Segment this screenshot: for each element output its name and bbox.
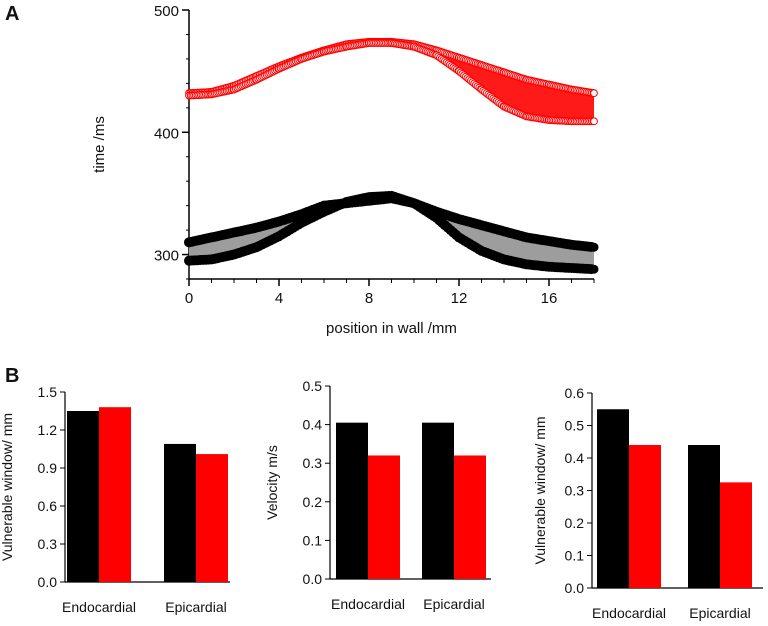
y-tick-label: 0.3 xyxy=(565,483,585,499)
y-tick-label: 0.3 xyxy=(303,455,323,471)
bar-black-endocardial xyxy=(336,422,368,579)
y-tick-label: 0.1 xyxy=(303,532,323,548)
y-tick-label: 0.4 xyxy=(303,417,323,433)
y-tick-label-a: 500 xyxy=(154,3,179,20)
category-label: Epicardial xyxy=(423,596,484,612)
y-tick-label: 1.5 xyxy=(38,384,58,400)
chart-b1: 0.0 0.3 0.6 0.9 1.2 1.5 Vulnerable window/ mm E… xyxy=(0,384,230,615)
y-tick-label-a: 400 xyxy=(154,125,179,142)
y-axis-label: Velocity m/s xyxy=(264,445,280,520)
red-band-area xyxy=(189,41,594,122)
category-label: Endocardial xyxy=(592,605,666,621)
chart-b3: 0.0 0.1 0.2 0.3 0.4 0.5 0.6 Vulnerable window/ … xyxy=(532,385,763,621)
category-label: Endocardial xyxy=(62,599,136,615)
y-tick-label: 0.9 xyxy=(38,460,58,476)
y-tick-label: 0.0 xyxy=(303,571,323,587)
y-tick-label: 0.6 xyxy=(38,498,58,514)
y-tick-label: 0.5 xyxy=(303,378,323,394)
y-tick-label: 0.6 xyxy=(565,385,585,401)
x-tick-label-a: 16 xyxy=(541,290,558,307)
y-tick-label: 1.2 xyxy=(38,422,58,438)
data-point xyxy=(590,89,598,98)
y-tick-label: 0.2 xyxy=(565,515,585,531)
x-tick-label-a: 0 xyxy=(185,290,193,307)
bar-red-endocardial xyxy=(99,407,131,582)
x-tick-label-a: 4 xyxy=(275,290,283,307)
chart-b2: 0.0 0.1 0.2 0.3 0.4 0.5 Velocity m/s Endocardia… xyxy=(264,378,491,612)
bar-red-epicardial xyxy=(720,482,752,588)
category-label: Endocardial xyxy=(331,596,405,612)
category-label: Epicardial xyxy=(689,605,750,621)
y-tick-label: 0.3 xyxy=(38,536,58,552)
y-axis-label: Vulnerable window/ mm xyxy=(532,416,548,564)
y-axis-label-a: time /ms xyxy=(91,116,108,173)
panel-label-b: B xyxy=(5,365,19,387)
y-axis-label: Vulnerable window/ mm xyxy=(0,413,15,561)
bar-black-epicardial xyxy=(164,443,196,582)
bar-black-epicardial xyxy=(422,422,454,579)
x-axis-label-a: position in wall /mm xyxy=(326,320,457,337)
data-point xyxy=(589,264,599,274)
data-point xyxy=(590,117,598,126)
bar-red-endocardial xyxy=(368,455,400,579)
bar-red-epicardial xyxy=(196,454,228,582)
y-tick-label: 0.0 xyxy=(565,580,585,596)
bar-black-endocardial xyxy=(67,411,99,582)
data-point xyxy=(589,242,599,252)
bar-red-endocardial xyxy=(629,445,661,588)
y-tick-label: 0.2 xyxy=(303,494,323,510)
y-tick-label: 0.4 xyxy=(565,450,585,466)
x-tick-label-a: 8 xyxy=(365,290,373,307)
x-tick-label-a: 12 xyxy=(451,290,468,307)
bar-red-epicardial xyxy=(454,455,486,579)
chart-a: 300 400 500 0 4 8 12 16 position in wall /mm time… xyxy=(91,3,599,337)
panel-label-a: A xyxy=(5,3,19,25)
y-tick-label: 0.0 xyxy=(38,574,58,590)
y-tick-label-a: 300 xyxy=(154,248,179,265)
bar-black-epicardial xyxy=(688,445,720,588)
y-tick-label: 0.1 xyxy=(565,548,585,564)
y-tick-label: 0.5 xyxy=(565,418,585,434)
category-label: Epicardial xyxy=(165,599,226,615)
bar-black-endocardial xyxy=(597,409,629,588)
